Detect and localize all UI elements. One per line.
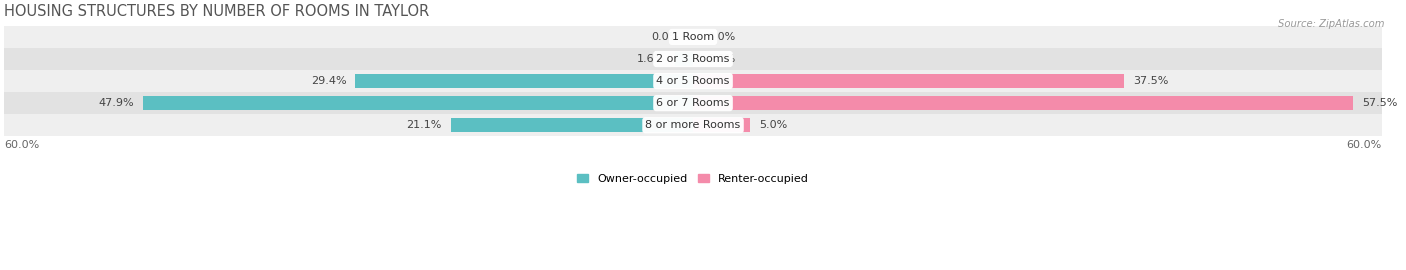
Text: Source: ZipAtlas.com: Source: ZipAtlas.com [1278,19,1385,29]
Bar [4,114,1382,136]
Text: 0.0%: 0.0% [707,32,735,42]
Bar [4,70,1382,92]
Bar [693,96,1353,110]
Text: 60.0%: 60.0% [1347,140,1382,150]
Text: 1 Room: 1 Room [672,32,714,42]
Text: 47.9%: 47.9% [98,98,134,108]
Bar [693,119,751,132]
Bar [143,96,693,110]
Text: 6 or 7 Rooms: 6 or 7 Rooms [657,98,730,108]
Text: HOUSING STRUCTURES BY NUMBER OF ROOMS IN TAYLOR: HOUSING STRUCTURES BY NUMBER OF ROOMS IN… [4,4,429,19]
Text: 4 or 5 Rooms: 4 or 5 Rooms [657,76,730,86]
Text: 60.0%: 60.0% [4,140,39,150]
Bar [675,52,693,66]
Text: 1.6%: 1.6% [637,54,665,64]
Text: 2 or 3 Rooms: 2 or 3 Rooms [657,54,730,64]
Text: 29.4%: 29.4% [311,76,346,86]
Text: 57.5%: 57.5% [1362,98,1398,108]
Bar [451,119,693,132]
Text: 5.0%: 5.0% [759,120,787,130]
Bar [356,74,693,88]
Bar [693,74,1123,88]
Text: 21.1%: 21.1% [406,120,441,130]
Text: 0.0%: 0.0% [651,32,679,42]
Bar [4,92,1382,114]
Text: 8 or more Rooms: 8 or more Rooms [645,120,741,130]
Legend: Owner-occupied, Renter-occupied: Owner-occupied, Renter-occupied [572,169,814,188]
Bar [4,48,1382,70]
Text: 0.0%: 0.0% [707,54,735,64]
Text: 37.5%: 37.5% [1133,76,1168,86]
Bar [4,26,1382,48]
